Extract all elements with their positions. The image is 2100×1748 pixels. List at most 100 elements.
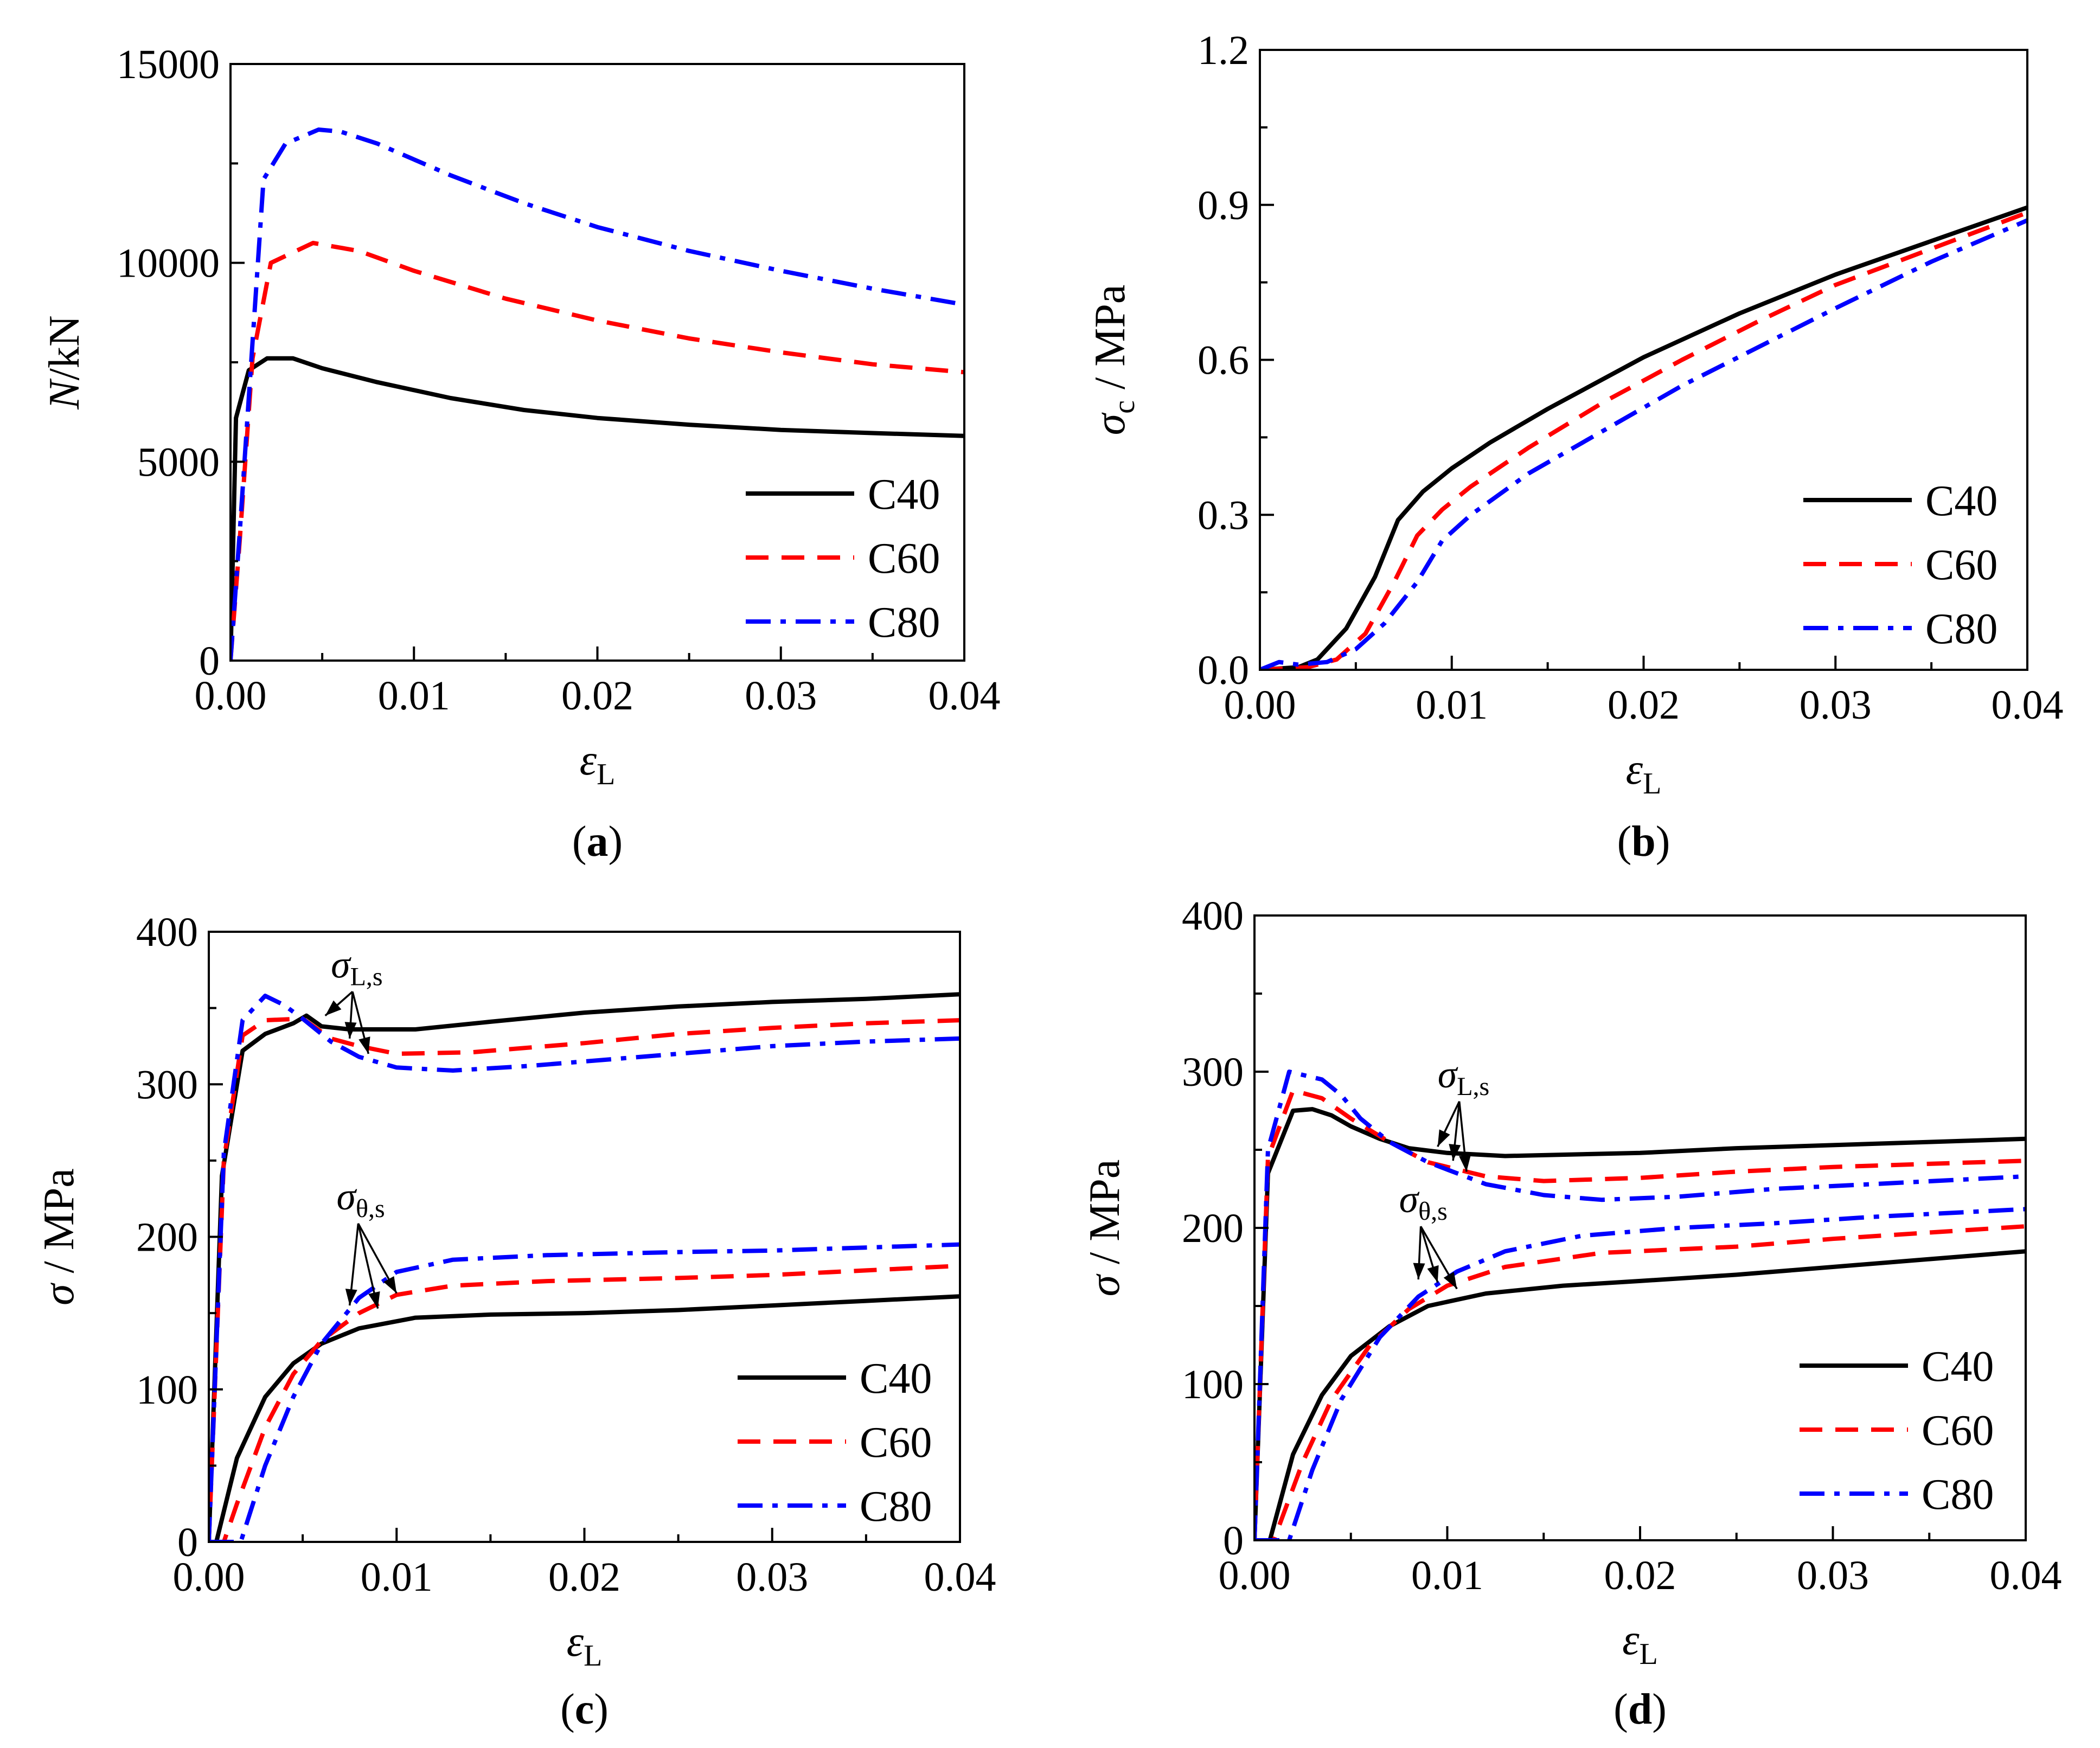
series-line-c40 <box>1260 205 2027 670</box>
caption-paren-close: ) <box>609 818 623 866</box>
series-line-c60 <box>1260 210 2027 670</box>
series-line-c40-theta <box>1254 1249 2026 1540</box>
y-axis-unit: / MPa <box>1081 1160 1129 1275</box>
y-axis-subscript: c <box>1107 400 1141 414</box>
series-line-c40 <box>231 356 964 661</box>
x-tick-label: 0.02 <box>548 1554 620 1600</box>
annotation-arrow-head <box>344 1022 357 1039</box>
x-tick-label: 0.01 <box>1411 1553 1483 1598</box>
y-axis-unit: / MPa <box>35 1168 83 1284</box>
annotation-arrow-head <box>1443 1271 1457 1289</box>
y-axis-title: σ / MPa <box>1081 1160 1129 1297</box>
annotation-subscript: θ,s <box>1418 1197 1448 1226</box>
y-axis-symbol: σ <box>1081 1273 1129 1296</box>
annotation-arrow-head <box>368 1291 380 1309</box>
series-line-c60-L <box>1254 1088 2026 1540</box>
y-tick-label: 0.0 <box>1198 648 1249 693</box>
y-tick-label: 300 <box>136 1062 198 1107</box>
legend-label-c40: C40 <box>868 471 940 518</box>
annotation-symbol: σ <box>331 943 351 986</box>
annotation-arrow-head <box>358 1036 370 1054</box>
caption-letter: d <box>1628 1686 1653 1733</box>
caption-paren-open: ( <box>1617 818 1632 866</box>
legend-label-c80: C80 <box>1922 1471 1994 1519</box>
series-line-c60-theta <box>1254 1224 2026 1540</box>
x-tick-label: 0.03 <box>736 1554 808 1600</box>
y-axis-title: N/kN <box>41 315 88 409</box>
y-axis-unit: / MPa <box>1086 285 1134 400</box>
legend: C40 C60 C80 <box>738 1355 932 1531</box>
panel-a: 0.00 0.01 0.02 0.03 0.04 0 5000 10000 15000 εL N/k… <box>41 42 1001 866</box>
y-tick-label: 0.9 <box>1198 183 1249 228</box>
x-tick-label: 0.04 <box>1990 1553 2062 1598</box>
caption-letter: c <box>575 1686 594 1733</box>
x-tick-label: 0.02 <box>1608 682 1680 728</box>
caption-paren-close: ) <box>594 1686 609 1733</box>
annotation-label: σθ,s <box>336 1175 385 1223</box>
panel-caption: (b) <box>1617 818 1670 866</box>
caption-letter: b <box>1631 818 1656 866</box>
legend-label-c80: C80 <box>868 599 940 646</box>
x-axis-title: εL <box>1622 1616 1658 1671</box>
legend-label-c40: C40 <box>1922 1343 1994 1391</box>
x-tick-label: 0.04 <box>929 673 1001 719</box>
plot-frame <box>1253 914 2027 1541</box>
x-tick-label: 0.03 <box>745 673 817 719</box>
annotation-label: σL,s <box>1438 1053 1490 1101</box>
y-tick-label: 0 <box>199 638 220 684</box>
annotation-arrow-head <box>1413 1263 1425 1280</box>
series-line-c80-L <box>1254 1070 2026 1540</box>
y-tick-label: 0 <box>177 1520 198 1565</box>
y-axis-symbol: σ <box>1086 412 1134 435</box>
x-tick-label: 0.00 <box>173 1554 245 1600</box>
series-line-c40-theta <box>209 1294 960 1542</box>
series-line-c60-L <box>209 1016 960 1542</box>
annotation-label: σθ,s <box>1399 1177 1448 1226</box>
annotation-arrow-head <box>383 1276 397 1294</box>
y-axis-symbol: σ <box>35 1283 83 1305</box>
legend-label-c80: C80 <box>1925 605 1997 653</box>
annotation-subscript: θ,s <box>356 1194 385 1223</box>
series-line-c80 <box>1260 218 2027 670</box>
y-axis-unit: /kN <box>41 315 88 380</box>
annotation-symbol: σ <box>336 1175 357 1218</box>
annotation-subscript: L,s <box>1457 1072 1489 1101</box>
x-axis-subscript: L <box>1640 1637 1658 1671</box>
x-tick-label: 0.00 <box>1219 1553 1291 1598</box>
annotation-arrow-head <box>1427 1265 1439 1283</box>
annotation-label: σL,s <box>331 943 383 991</box>
caption-paren-open: ( <box>572 818 587 866</box>
y-tick-label: 15000 <box>117 42 220 87</box>
legend-label-c60: C60 <box>1922 1407 1994 1455</box>
x-tick-label: 0.04 <box>1992 682 2064 728</box>
series-line-c60 <box>231 241 964 661</box>
x-axis-symbol: ε <box>1626 746 1643 793</box>
x-tick-label: 0.01 <box>1416 682 1488 728</box>
series-line-c40-L <box>1254 1107 2026 1540</box>
y-tick-label: 0.6 <box>1198 338 1249 383</box>
x-tick-label: 0.04 <box>924 1554 996 1600</box>
caption-paren-close: ) <box>1652 1686 1667 1733</box>
x-axis-symbol: ε <box>567 1618 584 1666</box>
annotation-arrow-head <box>325 1000 342 1016</box>
y-axis-symbol: N <box>41 378 88 410</box>
x-axis-subscript: L <box>597 758 615 791</box>
y-tick-label: 300 <box>1182 1049 1244 1095</box>
legend-label-c80: C80 <box>860 1483 932 1531</box>
caption-letter: a <box>587 818 609 866</box>
series-group <box>231 127 964 661</box>
series-line-c80 <box>231 127 964 661</box>
caption-paren-open: ( <box>1614 1686 1628 1733</box>
x-axis-title: εL <box>1626 746 1662 801</box>
legend-label-c60: C60 <box>860 1419 932 1467</box>
series-group <box>209 992 960 1542</box>
x-tick-label: 0.00 <box>195 673 267 719</box>
x-tick-label: 0.01 <box>361 1554 433 1600</box>
annotation-symbol: σ <box>1438 1053 1458 1096</box>
panel-caption: (a) <box>572 818 623 866</box>
annotation-arrow-head <box>1437 1129 1450 1147</box>
y-tick-label: 200 <box>136 1215 198 1260</box>
legend: C40 C60 C80 <box>1803 477 1997 653</box>
